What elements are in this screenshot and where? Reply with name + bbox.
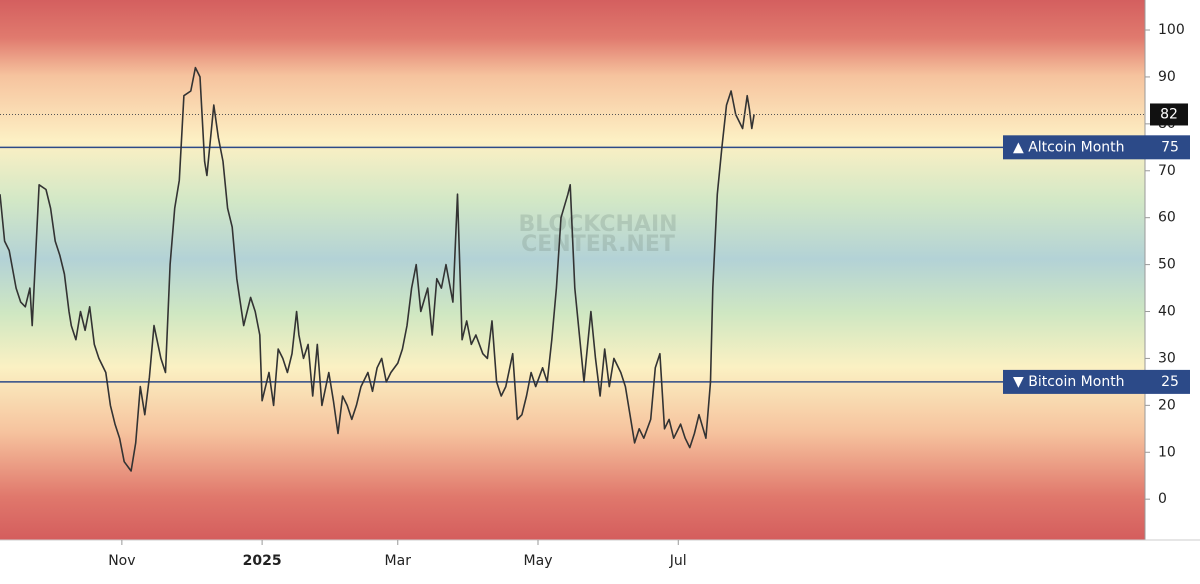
- y-tick-label: 70: [1158, 163, 1176, 179]
- reference-label: ▲ Altcoin Month: [1013, 139, 1125, 155]
- reference-value: 25: [1161, 374, 1179, 390]
- axis-background: [1145, 0, 1200, 540]
- last-value-label: 82: [1160, 106, 1178, 122]
- y-tick-label: 40: [1158, 304, 1176, 320]
- x-tick-label: Nov: [108, 553, 135, 569]
- y-tick-label: 0: [1158, 491, 1167, 507]
- reference-badge: [1003, 135, 1190, 160]
- series-line: [0, 66, 755, 472]
- x-tick-label: Mar: [385, 553, 412, 569]
- reference-badge: [1003, 369, 1190, 394]
- y-tick-label: 50: [1158, 257, 1176, 273]
- last-value-badge: [1150, 103, 1188, 126]
- x-tick-label: Jul: [669, 553, 687, 569]
- y-tick-label: 30: [1158, 350, 1176, 366]
- x-tick-label: 2025: [243, 553, 282, 569]
- y-tick-label: 20: [1158, 397, 1176, 413]
- x-tick-label: May: [524, 553, 553, 569]
- plot-background: [0, 0, 1145, 540]
- reference-value: 75: [1161, 139, 1179, 155]
- y-tick-label: 90: [1158, 69, 1176, 85]
- y-tick-label: 100: [1158, 22, 1185, 38]
- watermark: BLOCKCHAIN: [518, 212, 677, 237]
- reference-label: ▼ Bitcoin Month: [1013, 374, 1125, 390]
- y-tick-label: 10: [1158, 444, 1176, 460]
- y-tick-label: 60: [1158, 210, 1176, 226]
- watermark: CENTER.NET: [521, 232, 675, 257]
